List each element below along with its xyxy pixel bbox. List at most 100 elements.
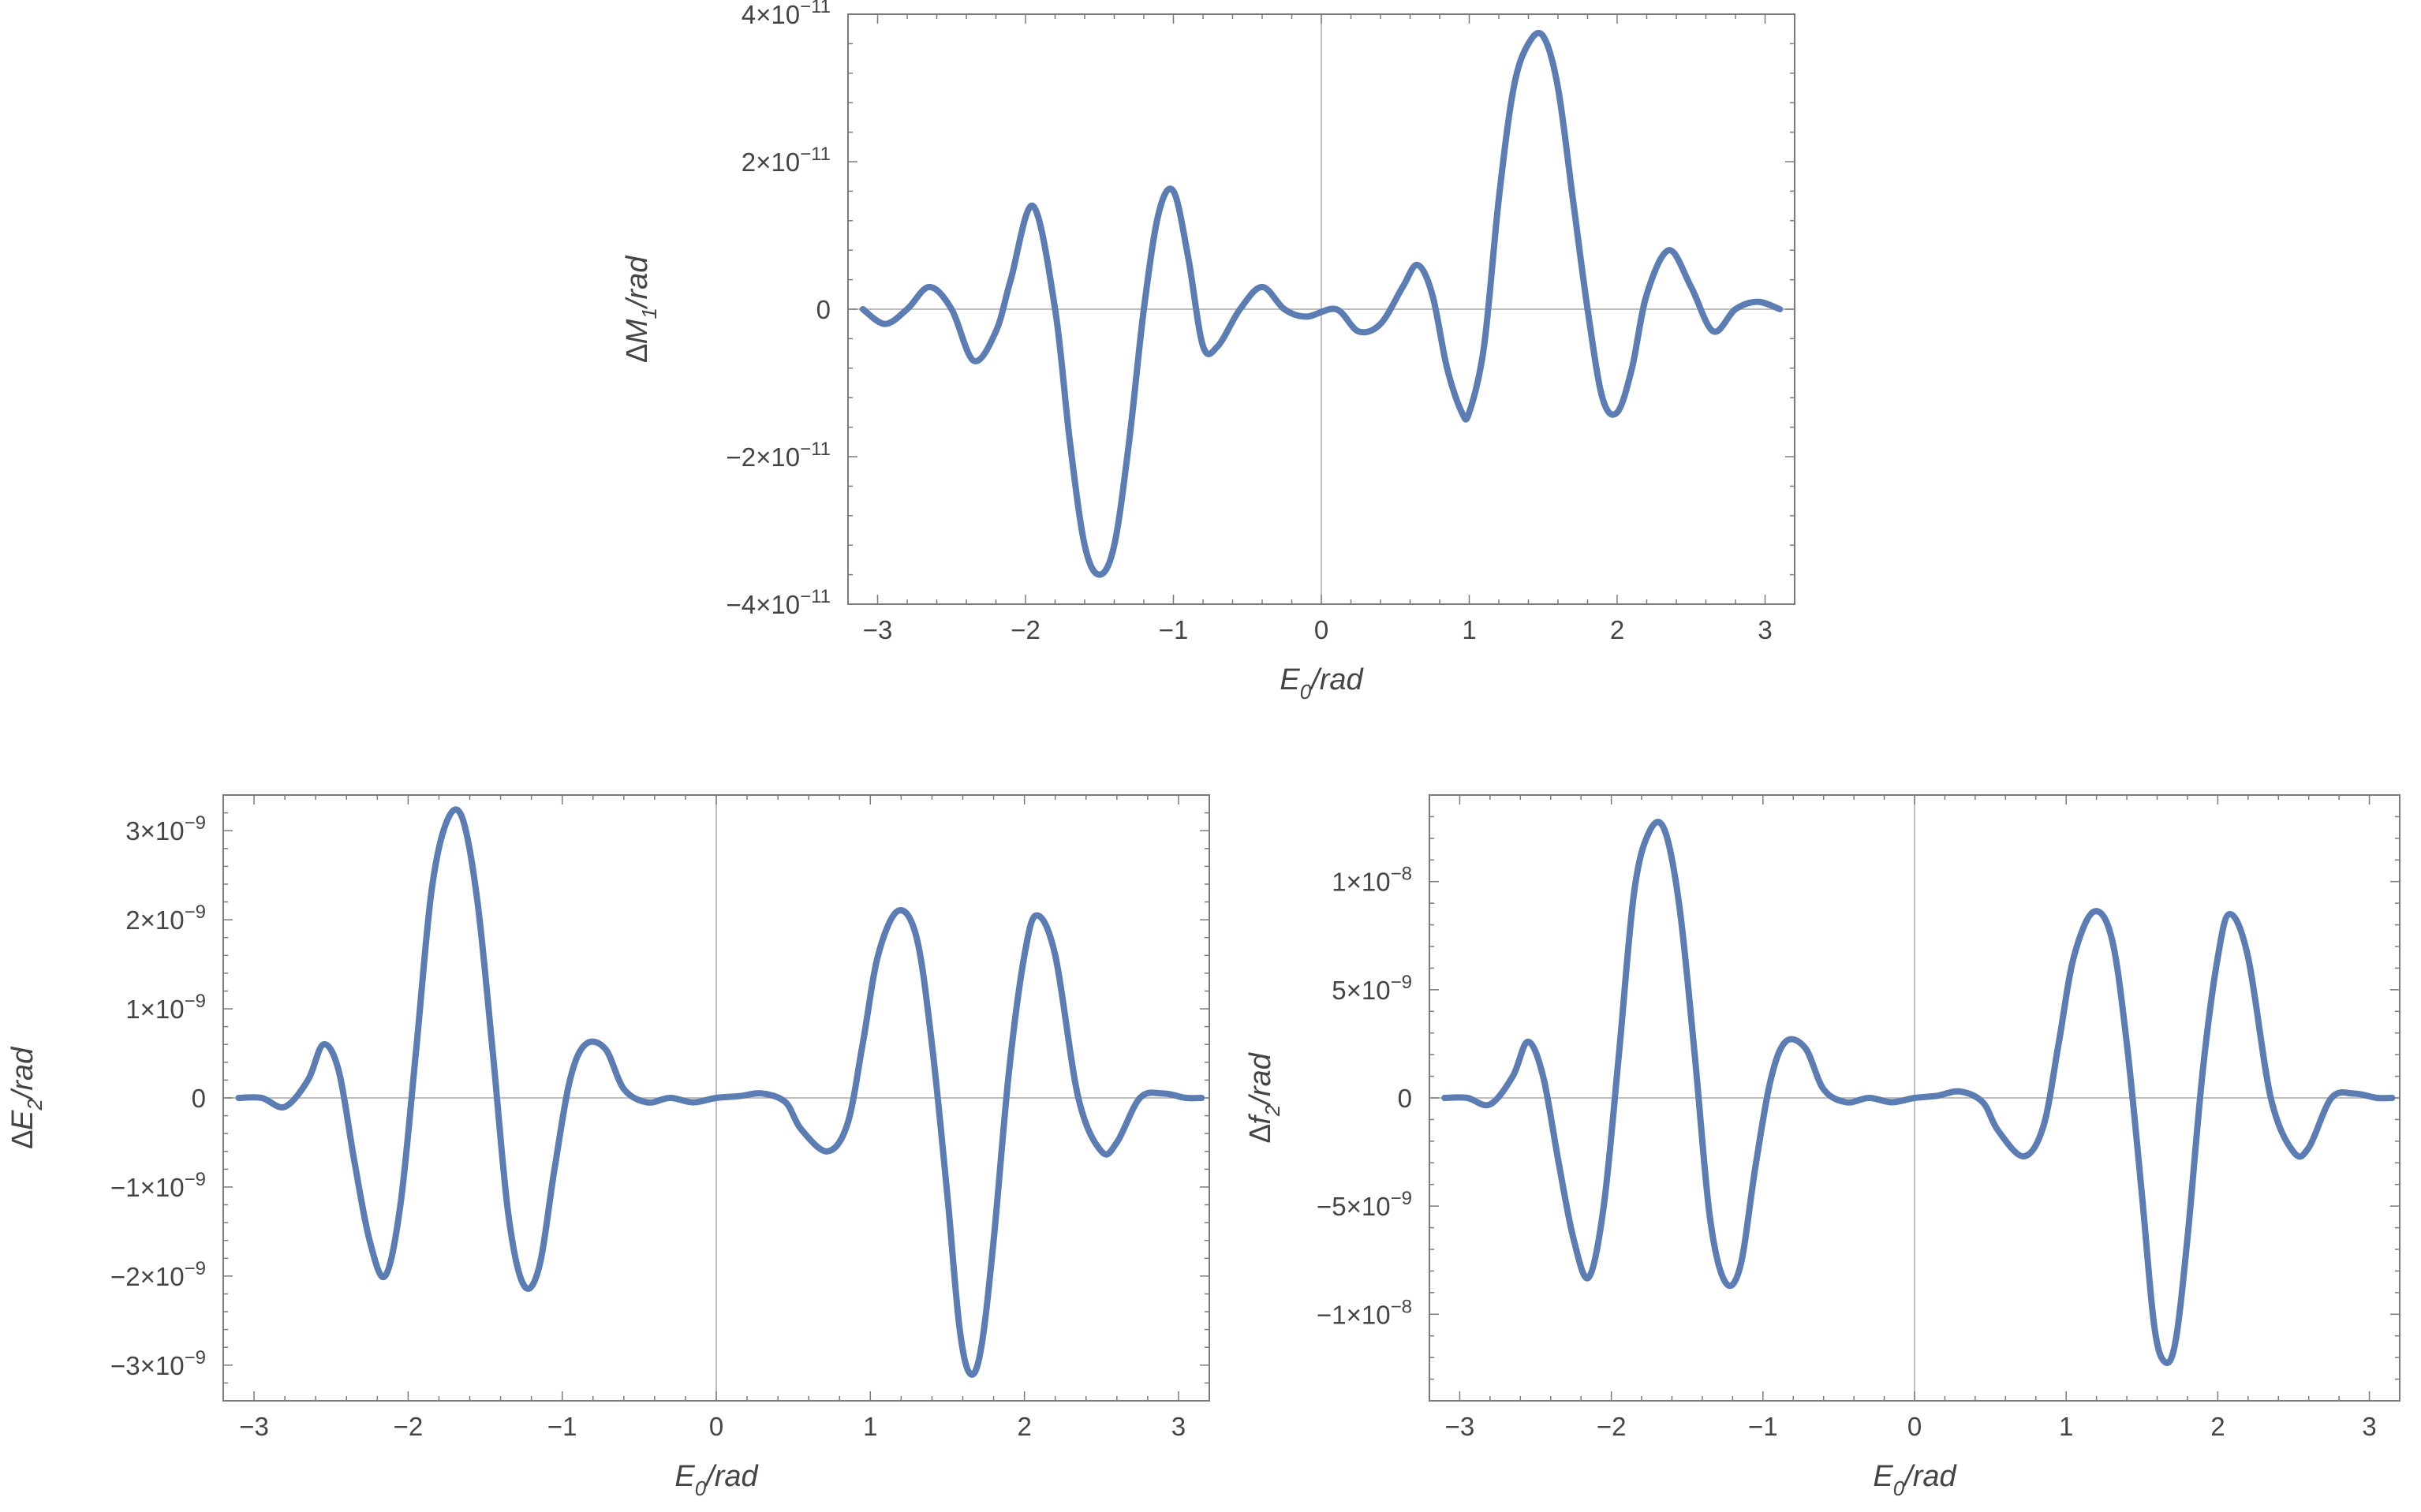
y-tick-coef: −2×10 <box>110 1262 185 1291</box>
x-tick-label: 0 <box>1314 615 1328 644</box>
x-tick-label: 2 <box>1017 1412 1031 1441</box>
y-tick-exp: −9 <box>1391 972 1412 993</box>
y-tick-exp: −8 <box>1391 864 1412 885</box>
x-tick-label: −3 <box>1445 1412 1475 1441</box>
x-title-sub: 0 <box>695 1477 707 1500</box>
y-tick-coef: 0 <box>1398 1084 1412 1113</box>
series-line <box>859 30 1784 578</box>
x-tick-label: −1 <box>1748 1412 1778 1441</box>
y-tick-exp: −11 <box>800 439 831 460</box>
x-tick-label: 2 <box>2210 1412 2225 1441</box>
y-tick-exp: −9 <box>185 991 206 1012</box>
y-tick-coef: −4×10 <box>726 590 800 619</box>
y-tick-coef: −1×10 <box>110 1173 185 1202</box>
y-tick-label: 2×10−11 <box>742 144 831 177</box>
x-tick-label: −2 <box>394 1412 424 1441</box>
y-tick-exp: −9 <box>1391 1188 1412 1209</box>
y-tick-exp: −11 <box>800 0 831 17</box>
y-tick-label: −1×10−8 <box>1317 1296 1412 1329</box>
y-tick-label: 0 <box>192 1084 206 1113</box>
x-title-suffix: /rad <box>1902 1460 1957 1493</box>
x-tick-label: 2 <box>1610 615 1624 644</box>
x-tick-label: −1 <box>547 1412 577 1441</box>
y-tick-coef: 0 <box>816 295 831 324</box>
y-tick-coef: 3×10 <box>125 816 184 846</box>
y-axis-title: ∆M1/rad <box>621 255 661 363</box>
y-tick-label: −2×10−11 <box>726 439 831 472</box>
x-tick-label: −2 <box>1597 1412 1627 1441</box>
y-tick-label: −1×10−9 <box>110 1169 206 1202</box>
x-axis-title: E0/rad <box>674 1460 759 1500</box>
y-tick-coef: 1×10 <box>125 995 184 1024</box>
y-tick-label: 1×10−9 <box>125 991 206 1024</box>
y-tick-label: −2×10−9 <box>110 1258 206 1291</box>
x-tick-label: 0 <box>709 1412 723 1441</box>
y-tick-exp: −8 <box>1391 1296 1412 1317</box>
y-tick-coef: 2×10 <box>742 147 800 177</box>
x-tick-label: 0 <box>1907 1412 1922 1441</box>
series-line <box>235 806 1205 1378</box>
y-tick-exp: −11 <box>800 144 831 165</box>
x-tick-label: −2 <box>1011 615 1041 644</box>
x-tick-label: 3 <box>1171 1412 1186 1441</box>
x-title-suffix: /rad <box>1309 663 1364 696</box>
y-title-suffix: /rad <box>1244 1051 1277 1107</box>
x-tick-label: 3 <box>1758 615 1772 644</box>
x-tick-label: −3 <box>863 615 893 644</box>
y-axis-title: ∆E2/rad <box>6 1046 47 1148</box>
y-tick-label: 0 <box>816 295 831 324</box>
y-tick-coef: −2×10 <box>726 442 800 472</box>
x-tick-label: 3 <box>2362 1412 2376 1441</box>
y-tick-coef: 1×10 <box>1332 868 1390 897</box>
y-tick-coef: 0 <box>192 1084 206 1113</box>
y-tick-exp: −9 <box>185 812 206 834</box>
x-axis-title: E0/rad <box>1873 1460 1957 1500</box>
x-axis-title: E0/rad <box>1280 663 1364 704</box>
y-title-suffix: /rad <box>621 255 654 310</box>
y-tick-exp: −9 <box>185 902 206 923</box>
chart-top: −3 −2 −1 0 1 2 34×10−112×10−110−2×10−11−4×10−1… <box>621 0 1795 704</box>
y-tick-label: 3×10−9 <box>125 812 206 846</box>
y-tick-exp: −9 <box>185 1258 206 1279</box>
y-tick-coef: 4×10 <box>742 0 800 29</box>
x-tick-label: 1 <box>1462 615 1476 644</box>
y-title-sub: 2 <box>23 1099 47 1111</box>
chart-bottom-right: −3 −2 −1 0 1 2 31×10−85×10−90−5×10−9−1×10−8E0/… <box>1244 794 2400 1500</box>
y-title-prefix: ∆M <box>621 319 654 362</box>
series-line <box>1441 819 2396 1366</box>
y-tick-label: 4×10−11 <box>742 0 831 29</box>
y-tick-coef: −3×10 <box>110 1351 185 1380</box>
y-tick-label: 2×10−9 <box>125 902 206 935</box>
x-title-sub: 0 <box>1300 680 1312 704</box>
x-tick-label: −1 <box>1159 615 1189 644</box>
x-tick-label: 1 <box>2059 1412 2073 1441</box>
y-title-prefix: ∆f <box>1244 1114 1277 1143</box>
y-tick-label: −5×10−9 <box>1317 1188 1412 1221</box>
x-title-base: E <box>1873 1460 1893 1493</box>
x-title-base: E <box>674 1460 695 1493</box>
chart-bottom-left: −3 −2 −1 0 1 2 33×10−92×10−91×10−90−1×10−9−2×1… <box>6 794 1210 1500</box>
y-tick-label: 5×10−9 <box>1332 972 1412 1005</box>
x-title-sub: 0 <box>1893 1477 1905 1500</box>
y-title-suffix: /rad <box>6 1046 39 1101</box>
x-title-base: E <box>1280 663 1300 696</box>
y-tick-label: −4×10−11 <box>726 586 831 619</box>
y-tick-coef: 5×10 <box>1332 976 1390 1005</box>
y-tick-exp: −11 <box>800 586 831 607</box>
y-title-sub: 2 <box>1261 1104 1284 1117</box>
y-axis-title: ∆f2/rad <box>1244 1051 1284 1143</box>
x-title-suffix: /rad <box>704 1460 759 1493</box>
x-tick-label: −3 <box>239 1412 269 1441</box>
y-tick-label: 1×10−8 <box>1332 864 1412 897</box>
y-tick-coef: 2×10 <box>125 905 184 935</box>
y-tick-coef: −1×10 <box>1317 1300 1391 1329</box>
y-tick-label: 0 <box>1398 1084 1412 1113</box>
y-tick-coef: −5×10 <box>1317 1192 1391 1221</box>
y-title-sub: 1 <box>637 308 661 319</box>
y-tick-exp: −9 <box>185 1169 206 1190</box>
x-tick-label: 1 <box>863 1412 877 1441</box>
y-tick-label: −3×10−9 <box>110 1347 206 1380</box>
y-tick-exp: −9 <box>185 1347 206 1368</box>
y-title-prefix: ∆E <box>6 1110 39 1148</box>
